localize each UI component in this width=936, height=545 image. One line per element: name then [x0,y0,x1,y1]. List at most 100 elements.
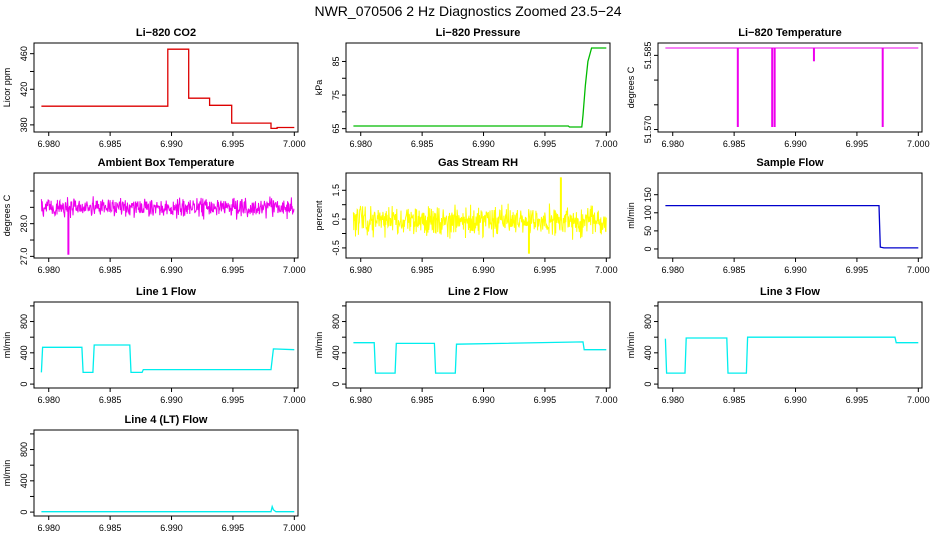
data-group [665,204,919,249]
y-tick-label: 100 [643,205,653,220]
x-tick-label: 6.985 [99,139,122,149]
data-group [664,336,919,374]
x-tick-label: 6.980 [37,395,60,405]
y-axis-label: degrees C [2,194,12,236]
x-tick-label: 6.985 [723,265,746,275]
x-tick-label: 6.980 [349,395,372,405]
y-axis-label: ml/min [626,202,636,229]
data-group [40,196,295,255]
chart-panel: Li−820 CO2 6.980 6.985 6.990 6.995 7.000 380 42… [2,27,306,149]
series-line [664,336,919,374]
data-group [40,344,295,374]
series-line [352,203,607,240]
series-line [41,504,295,513]
y-tick-label: 420 [19,82,29,97]
series-line [353,47,607,128]
chart-panel: Line 2 Flow 6.980 6.985 6.990 6.995 7.000 0 400… [314,286,618,405]
x-tick-label: 7.000 [283,265,306,275]
chart-title: Ambient Box Temperature [98,157,235,169]
plot-frame [345,42,611,133]
x-tick-label: 6.985 [411,395,434,405]
plot-frame [657,301,923,389]
x-tick-label: 7.000 [907,139,930,149]
plot-frame [657,42,923,133]
x-tick-label: 7.000 [283,139,306,149]
y-tick-label: 400 [643,345,653,360]
y-tick-label: 0 [643,382,653,387]
chart-panel: Line 4 (LT) Flow 6.980 6.985 6.990 6.995 7.00… [2,414,306,533]
x-tick-label: 6.985 [411,265,434,275]
series-line [353,341,607,374]
x-tick-label: 6.980 [349,265,372,275]
y-tick-label: 0 [331,382,341,387]
chart-panel: Line 3 Flow 6.980 6.985 6.990 6.995 7.000 0 400… [626,286,930,405]
y-tick-label: 400 [331,345,341,360]
y-tick-label: 51.570 [643,116,653,144]
plot-frame [657,172,923,259]
x-tick-label: 6.995 [846,395,869,405]
x-tick-label: 6.985 [99,265,122,275]
data-group [41,48,295,130]
x-tick-label: 6.990 [160,395,183,405]
chart-title: Gas Stream RH [438,157,518,169]
x-tick-label: 6.995 [222,139,245,149]
x-tick-label: 6.990 [784,395,807,405]
x-tick-label: 6.990 [784,139,807,149]
y-tick-label: 28.0 [19,215,29,233]
chart-panel: Line 1 Flow 6.980 6.985 6.990 6.995 7.000 0 400… [2,286,306,405]
y-tick-label: 0.5 [331,213,341,226]
y-tick-label: 460 [19,46,29,61]
x-tick-label: 7.000 [283,395,306,405]
y-tick-label: 380 [19,117,29,132]
data-group [41,504,295,513]
data-group [353,47,607,128]
series-line [40,196,295,220]
x-tick-label: 6.980 [661,139,684,149]
plot-frame [345,301,611,389]
chart-panel: Li−820 Temperature 6.980 6.985 6.990 6.995 7.… [626,27,930,149]
x-tick-label: 6.980 [37,265,60,275]
x-tick-label: 6.980 [349,139,372,149]
y-tick-label: 27.0 [19,248,29,266]
x-tick-label: 6.985 [723,395,746,405]
y-axis-label: ml/min [2,460,12,487]
chart-title: Li−820 Temperature [738,27,841,39]
y-tick-label: 800 [331,314,341,329]
x-tick-label: 6.985 [99,523,122,533]
chart-title: Li−820 CO2 [136,27,196,39]
x-tick-label: 6.985 [411,139,434,149]
chart-title: Line 1 Flow [136,286,196,298]
y-tick-label: 800 [643,314,653,329]
data-group [665,47,919,128]
x-tick-label: 6.995 [534,265,557,275]
x-tick-label: 6.980 [37,523,60,533]
x-tick-label: 7.000 [595,265,618,275]
y-tick-label: -0.5 [331,240,341,256]
chart-panel: Ambient Box Temperature 6.980 6.985 6.990 6.… [2,157,306,275]
x-tick-label: 7.000 [907,395,930,405]
y-tick-label: 85 [331,56,341,66]
x-tick-label: 6.980 [661,395,684,405]
y-tick-label: 150 [643,187,653,202]
data-group [352,177,607,254]
x-tick-label: 6.995 [222,265,245,275]
x-tick-label: 6.990 [472,395,495,405]
y-tick-label: 50 [643,226,653,236]
y-tick-label: 1.5 [331,184,341,197]
y-axis-label: ml/min [2,332,12,359]
x-tick-label: 6.980 [661,265,684,275]
x-tick-label: 7.000 [595,395,618,405]
y-axis-label: kPa [314,80,324,96]
x-tick-label: 6.995 [534,139,557,149]
x-tick-label: 6.995 [222,523,245,533]
plot-frame [33,301,299,389]
chart-title: Line 2 Flow [448,286,508,298]
plot-frame [33,42,299,133]
y-tick-label: 800 [19,314,29,329]
y-tick-label: 51.585 [643,42,653,70]
y-axis-label: Licor ppm [2,68,12,108]
y-tick-label: 0 [19,382,29,387]
y-tick-label: 400 [19,473,29,488]
